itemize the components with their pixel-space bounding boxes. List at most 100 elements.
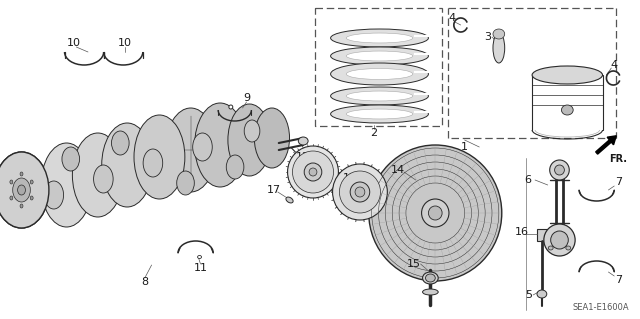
Ellipse shape [309, 168, 317, 176]
Ellipse shape [44, 181, 63, 209]
Ellipse shape [18, 185, 26, 195]
Ellipse shape [18, 185, 26, 195]
Ellipse shape [555, 165, 564, 175]
Ellipse shape [422, 272, 438, 284]
Ellipse shape [244, 120, 260, 142]
Text: 11: 11 [193, 263, 207, 273]
Ellipse shape [422, 199, 449, 227]
Ellipse shape [229, 105, 233, 109]
Ellipse shape [537, 290, 547, 298]
Ellipse shape [550, 231, 568, 249]
Ellipse shape [422, 289, 438, 295]
Ellipse shape [566, 246, 571, 250]
Text: 10: 10 [118, 38, 132, 48]
Text: FR.: FR. [609, 154, 627, 164]
Text: 4: 4 [449, 13, 456, 23]
Ellipse shape [331, 105, 428, 123]
Ellipse shape [346, 69, 413, 79]
Ellipse shape [20, 172, 23, 176]
Text: 2: 2 [370, 128, 377, 138]
Text: 6: 6 [525, 175, 532, 185]
Ellipse shape [0, 152, 49, 228]
Ellipse shape [10, 196, 13, 200]
Text: 12: 12 [296, 152, 310, 162]
Ellipse shape [20, 204, 23, 208]
Text: 13: 13 [343, 173, 357, 183]
Text: 16: 16 [515, 227, 529, 237]
Ellipse shape [193, 133, 212, 161]
Ellipse shape [426, 274, 435, 282]
Ellipse shape [10, 180, 13, 184]
Ellipse shape [72, 133, 124, 217]
Ellipse shape [331, 29, 428, 47]
Text: 9: 9 [243, 93, 250, 103]
FancyArrow shape [596, 136, 616, 154]
Text: 5: 5 [525, 290, 532, 300]
Ellipse shape [30, 180, 33, 184]
Ellipse shape [350, 182, 370, 202]
Ellipse shape [550, 160, 569, 180]
Ellipse shape [30, 196, 33, 200]
Ellipse shape [304, 163, 322, 181]
Ellipse shape [561, 105, 573, 115]
Ellipse shape [0, 152, 49, 228]
Ellipse shape [286, 197, 293, 203]
Ellipse shape [254, 108, 289, 168]
Ellipse shape [287, 146, 339, 198]
Text: 1: 1 [461, 142, 468, 152]
Ellipse shape [493, 33, 505, 63]
Ellipse shape [93, 165, 113, 193]
Ellipse shape [346, 51, 413, 61]
Ellipse shape [62, 147, 79, 171]
Ellipse shape [298, 137, 308, 145]
Ellipse shape [346, 33, 413, 43]
Ellipse shape [111, 131, 129, 155]
Ellipse shape [165, 108, 216, 192]
Ellipse shape [177, 171, 195, 195]
Ellipse shape [544, 224, 575, 256]
Text: 7: 7 [614, 275, 621, 285]
Ellipse shape [532, 66, 602, 84]
Text: 10: 10 [67, 38, 81, 48]
Ellipse shape [41, 143, 92, 227]
Text: 15: 15 [407, 259, 420, 269]
Text: 8: 8 [141, 277, 148, 287]
Bar [537, 229, 547, 241]
Ellipse shape [428, 206, 442, 220]
Ellipse shape [134, 115, 185, 199]
Bar [315, 8, 442, 126]
Ellipse shape [20, 204, 23, 208]
Text: 4: 4 [611, 60, 618, 70]
Text: SEA1-E1600A: SEA1-E1600A [572, 303, 629, 313]
Ellipse shape [228, 104, 271, 176]
Ellipse shape [331, 47, 428, 65]
Text: 7: 7 [614, 177, 621, 187]
Ellipse shape [30, 180, 33, 184]
Ellipse shape [548, 246, 553, 250]
Ellipse shape [195, 103, 246, 187]
Text: 3: 3 [484, 32, 492, 42]
Ellipse shape [369, 145, 502, 281]
Ellipse shape [346, 109, 413, 119]
Ellipse shape [143, 149, 163, 177]
Ellipse shape [339, 171, 381, 213]
Ellipse shape [355, 187, 365, 197]
Ellipse shape [331, 87, 428, 105]
Ellipse shape [493, 29, 505, 39]
Ellipse shape [346, 91, 413, 101]
Text: 14: 14 [391, 165, 405, 175]
Ellipse shape [143, 149, 163, 177]
Ellipse shape [102, 123, 152, 207]
Ellipse shape [198, 256, 202, 258]
Text: 17: 17 [267, 185, 281, 195]
Ellipse shape [331, 63, 428, 85]
Ellipse shape [333, 164, 387, 220]
Ellipse shape [292, 151, 333, 193]
Ellipse shape [20, 172, 23, 176]
Ellipse shape [13, 178, 30, 202]
Ellipse shape [10, 180, 13, 184]
Ellipse shape [13, 178, 30, 202]
Ellipse shape [30, 196, 33, 200]
Ellipse shape [227, 155, 244, 179]
Ellipse shape [10, 196, 13, 200]
